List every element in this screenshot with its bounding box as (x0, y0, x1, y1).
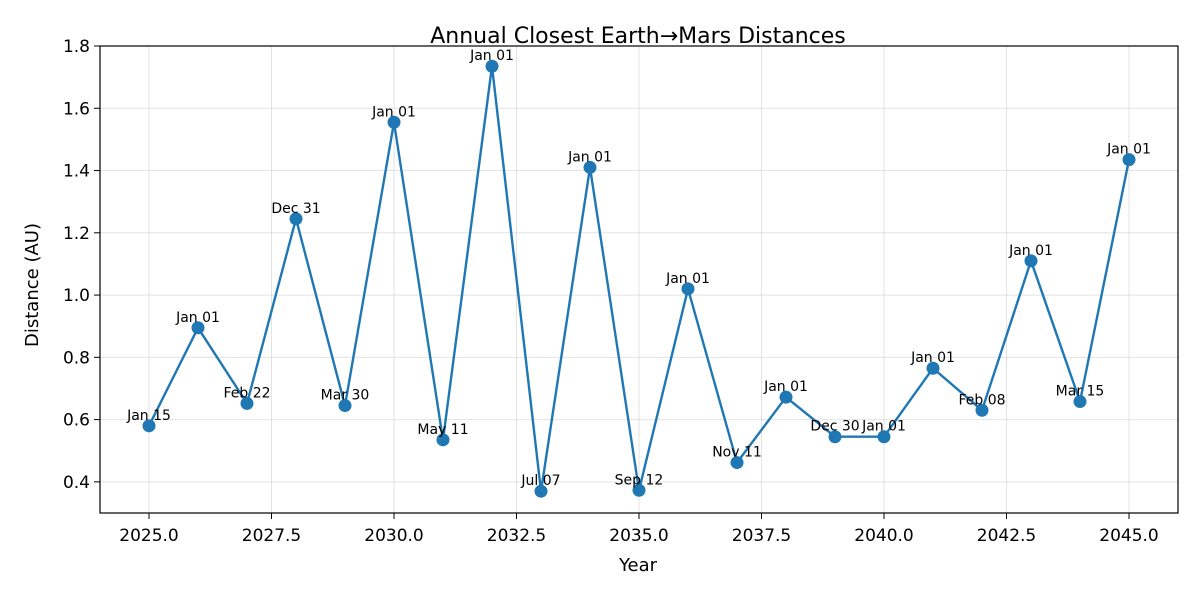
data-point-label: Dec 30 (810, 419, 859, 435)
y-tick-label: 0.8 (63, 348, 90, 368)
x-tick-label: 2032.5 (487, 526, 546, 546)
data-point (142, 419, 156, 433)
y-tick-label: 1.8 (63, 37, 90, 57)
data-point (436, 433, 450, 447)
data-point-label: Nov 11 (712, 445, 762, 461)
y-axis-title: Distance (AU) (22, 223, 43, 347)
data-point (681, 282, 695, 296)
y-tick-label: 1.0 (63, 286, 90, 306)
x-axis-title: Year (618, 555, 658, 576)
data-point (828, 430, 842, 444)
data-point-label: Jan 01 (469, 48, 514, 64)
x-tick-label: 2027.5 (242, 526, 301, 546)
x-tick-label: 2037.5 (732, 526, 791, 546)
data-point (632, 483, 646, 497)
data-point (338, 399, 352, 413)
data-point-label: Jan 01 (1106, 142, 1151, 158)
data-point-label: Jan 01 (175, 310, 220, 326)
data-point (289, 212, 303, 226)
data-point (1073, 395, 1087, 409)
data-point (387, 115, 401, 129)
data-point-label: Jan 15 (126, 408, 171, 424)
chart-title: Annual Closest Earth→Mars Distances (430, 24, 846, 49)
data-point-label: Dec 31 (271, 201, 320, 217)
data-point (1122, 153, 1136, 167)
data-point-label: Mar 30 (321, 388, 370, 404)
data-point-label: Mar 15 (1056, 384, 1105, 400)
series-layer (142, 59, 1136, 498)
data-point-label: Feb 08 (958, 392, 1005, 408)
y-tick-label: 1.6 (63, 99, 90, 119)
x-tick-label: 2025.0 (119, 526, 178, 546)
data-point (975, 403, 989, 417)
data-point (1024, 254, 1038, 268)
data-point-label: Feb 22 (223, 385, 270, 401)
x-tick-label: 2042.5 (977, 526, 1036, 546)
data-point-label: Jan 01 (371, 104, 416, 120)
data-point (485, 59, 499, 73)
data-point-label: Jan 01 (665, 271, 710, 287)
x-tick-label: 2040.0 (854, 526, 913, 546)
y-tick-label: 0.6 (63, 411, 90, 431)
data-point-label: Jan 01 (910, 350, 955, 366)
data-point (779, 390, 793, 404)
data-point (191, 321, 205, 335)
data-point (240, 396, 254, 410)
data-point (926, 361, 940, 375)
data-point-label: Jan 01 (567, 149, 612, 165)
data-point (534, 484, 548, 498)
data-point-label: May 11 (417, 422, 468, 438)
x-tick-label: 2045.0 (1099, 526, 1158, 546)
data-point (730, 456, 744, 470)
data-point (877, 430, 891, 444)
y-tick-label: 1.2 (63, 224, 90, 244)
axis-ticks: 2025.0 2027.5 2030.0 2032.5 2035.0 2037.5 2040… (63, 37, 1159, 546)
x-tick-label: 2035.0 (609, 526, 668, 546)
data-point-label: Jan 01 (763, 379, 808, 395)
data-point (583, 160, 597, 174)
y-tick-label: 0.4 (63, 473, 90, 493)
x-tick-label: 2030.0 (364, 526, 423, 546)
point-labels: Jan 15 Jan 01 Feb 22 Dec 31 Mar 30 Jan 01 May … (126, 48, 1151, 489)
data-point-label: Jan 01 (1008, 243, 1053, 259)
data-point-label: Sep 12 (615, 472, 664, 488)
data-point-label: Jul 07 (520, 473, 560, 489)
y-tick-label: 1.4 (63, 162, 90, 182)
data-point-label: Jan 01 (861, 419, 906, 435)
